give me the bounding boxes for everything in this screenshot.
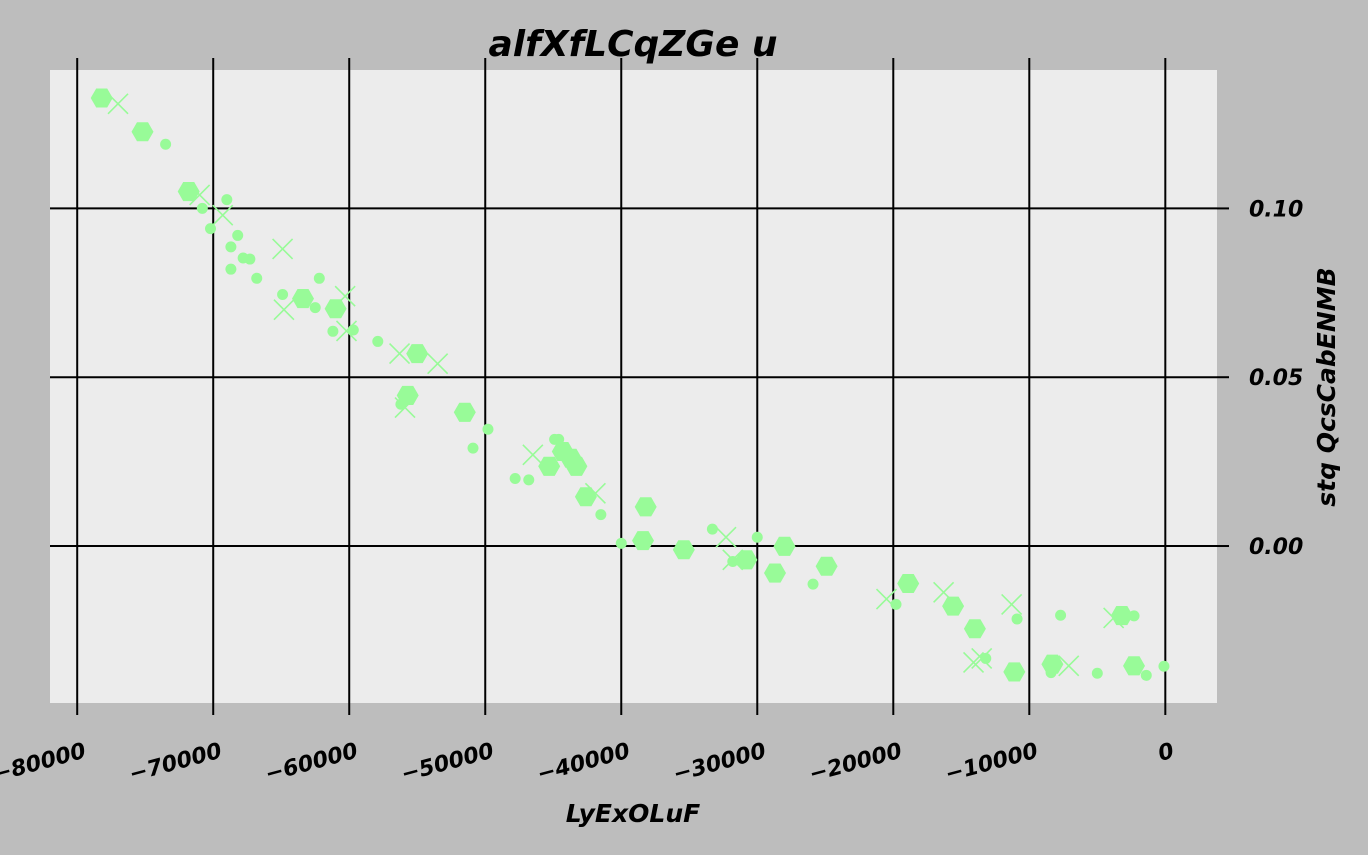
x-tick-label: −20000	[807, 739, 905, 788]
x-tick-label: −30000	[671, 739, 769, 788]
x-point	[272, 238, 294, 260]
hexagon-point	[942, 596, 965, 616]
y-tick-label: 0.10	[1249, 197, 1303, 222]
hexagon-point	[815, 556, 838, 576]
x-point	[394, 397, 416, 419]
x-point	[334, 285, 356, 307]
dot-point	[727, 556, 739, 568]
hexagon-point	[90, 88, 113, 108]
x-tick-label: −80000	[0, 739, 89, 788]
dot-point	[1140, 669, 1152, 681]
hexagon-point	[574, 487, 597, 507]
x-tick-label: −10000	[943, 739, 1041, 788]
x-point	[715, 526, 737, 548]
hexagon-point	[672, 540, 695, 560]
dot-point	[751, 531, 763, 543]
chart-title: alfXfLCqZGe u	[488, 24, 777, 65]
dot-point	[467, 442, 479, 454]
dot-point	[615, 537, 627, 549]
plot-area	[50, 70, 1217, 703]
x-tick-label: −40000	[535, 739, 633, 788]
x-tick-label: −50000	[399, 739, 497, 788]
grid	[50, 70, 1217, 703]
dot-point	[1091, 667, 1103, 679]
x-point	[962, 651, 985, 674]
dot-point	[1045, 667, 1057, 679]
hexagon-point	[406, 344, 429, 364]
dot-point	[221, 194, 233, 206]
x-point	[189, 184, 211, 206]
dot-point	[196, 202, 208, 214]
dot-point	[225, 241, 237, 253]
x-point	[722, 549, 744, 571]
hexagon-point	[764, 563, 786, 583]
hexagon-point	[735, 550, 758, 570]
dot-point	[595, 509, 607, 521]
x-point	[388, 343, 411, 365]
dot-point	[1128, 610, 1140, 622]
dot-point	[232, 229, 244, 241]
dot-point	[372, 335, 384, 347]
x-point	[212, 204, 234, 226]
y-tick-label: 0.00	[1249, 535, 1303, 560]
x-tick-label: −60000	[263, 739, 361, 788]
x-axis-label: LyExOLuF	[566, 799, 700, 828]
dot-point	[509, 472, 521, 484]
dot-point	[327, 325, 339, 337]
dot-point	[225, 263, 237, 275]
dot-point	[251, 272, 263, 284]
dot-point	[980, 652, 992, 664]
dot-point	[277, 289, 289, 301]
hexagon-point	[538, 456, 561, 476]
hexagon-point	[1003, 662, 1026, 682]
dot-point	[523, 474, 535, 486]
x-point	[273, 299, 295, 321]
dot-point	[204, 223, 216, 235]
x-point	[1103, 607, 1125, 629]
hexagon-point	[963, 619, 986, 639]
dot-point	[706, 523, 718, 535]
hexagon-point	[634, 497, 657, 517]
hexagon-point	[453, 402, 476, 422]
x-point	[1058, 655, 1080, 677]
hexagon-point	[1041, 654, 1064, 674]
y-tick-label: 0.05	[1249, 366, 1303, 391]
data-points	[90, 88, 1170, 682]
dot-point	[482, 423, 494, 435]
x-point	[875, 588, 898, 610]
dot-point	[890, 598, 902, 610]
dot-point	[244, 253, 256, 265]
y-axis-ticks: 0.00 0.05 0.10	[1217, 197, 1303, 560]
dot-point	[160, 138, 172, 150]
x-tick-label: −70000	[127, 739, 225, 788]
dot-point	[807, 578, 819, 590]
dot-point	[1011, 613, 1023, 625]
hexagon-point	[177, 182, 200, 202]
hexagon-point	[324, 299, 347, 319]
dot-point	[1158, 660, 1170, 672]
hexagon-point	[897, 574, 920, 593]
dot-point	[553, 433, 565, 445]
hexagon-point	[1123, 656, 1145, 676]
x-point	[584, 482, 606, 504]
hexagon-point	[292, 289, 314, 309]
hexagon-point	[632, 531, 654, 551]
x-point	[522, 444, 544, 466]
x-point	[335, 320, 358, 342]
x-point	[1001, 593, 1023, 615]
x-point	[107, 93, 129, 115]
hexagon-point	[565, 456, 588, 476]
hexagon-point	[773, 536, 796, 556]
x-tick-label: 0	[1156, 739, 1177, 767]
dot-point	[309, 302, 321, 314]
y-axis-label: stq QcsCabENMB	[1312, 267, 1341, 506]
dot-point	[313, 272, 325, 284]
hexagon-point	[131, 122, 154, 142]
dot-point	[1055, 609, 1067, 621]
x-point	[933, 581, 955, 603]
x-point	[427, 353, 449, 375]
